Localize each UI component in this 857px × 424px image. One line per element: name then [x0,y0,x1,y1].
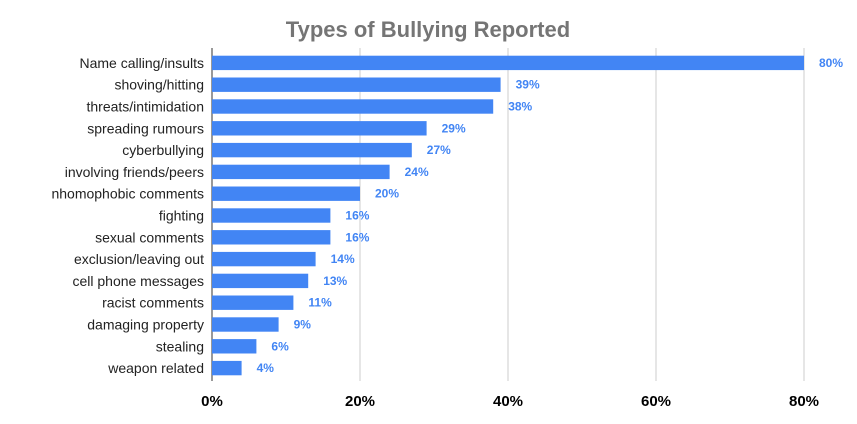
category-label: sexual comments [95,229,204,245]
category-label: damaging property [87,317,204,333]
x-tick-label: 80% [789,393,819,410]
category-label: weapon related [107,360,204,376]
bar [212,230,331,245]
data-label: 14% [331,252,355,266]
bar [212,339,257,354]
category-label: exclusion/leaving out [74,251,204,267]
bar [212,360,242,376]
category-label: Name calling/insults [80,55,205,71]
category-label: threats/intimidation [86,99,204,115]
x-tick-label: 20% [345,393,375,410]
data-label: 24% [405,165,429,179]
x-tick-label: 40% [493,393,523,410]
category-label: fighting [159,208,204,224]
data-label: 80% [819,56,843,70]
data-label: 39% [516,78,540,92]
data-label: 9% [294,318,312,332]
category-label: involving friends/peers [65,164,204,180]
bar [212,273,309,289]
category-label: nhomophobic comments [51,186,204,202]
bar [212,99,494,114]
bar [212,251,316,267]
data-label: 6% [271,339,289,353]
x-tick-label: 0% [201,393,223,410]
category-label: cyberbullying [122,142,204,158]
bar [212,142,412,158]
bar [212,164,390,180]
category-label: stealing [156,338,204,354]
data-label: 38% [508,100,532,114]
bar [212,77,501,92]
bar [212,121,427,136]
data-label: 16% [345,230,369,244]
chart-title: Types of Bullying Reported [286,17,570,42]
bar [212,208,331,223]
data-label: 4% [257,361,275,375]
data-label: 20% [375,187,399,201]
data-label: 11% [308,296,332,310]
bar [212,295,294,310]
data-label: 29% [442,121,466,135]
category-label: spreading rumours [87,120,204,136]
data-label: 13% [323,274,347,288]
x-tick-label: 60% [641,393,671,410]
category-label: shoving/hitting [114,77,204,93]
data-label: 16% [345,209,369,223]
category-label: racist comments [102,295,204,311]
bar [212,186,360,201]
category-label: cell phone messages [72,273,204,289]
data-label: 27% [427,143,451,157]
bar [212,317,279,332]
bar [212,55,804,71]
